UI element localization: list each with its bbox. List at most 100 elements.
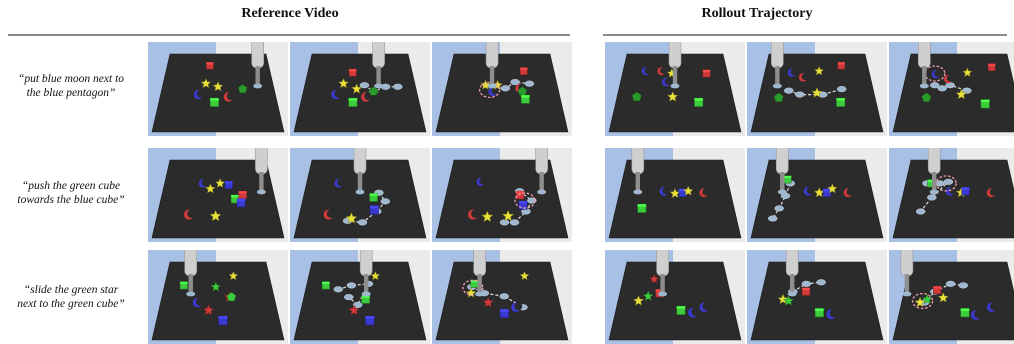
cube-top-face [322,281,330,284]
cube-top-face [988,63,996,66]
star-block [914,296,926,308]
pentagon-block [237,84,248,94]
waypoint-marker [945,82,955,89]
cube-top-face [348,98,358,101]
cube-top-face [520,67,528,70]
star-block [351,83,363,94]
moon-block [943,74,954,84]
star-block [210,281,222,292]
cube-top-face [231,195,240,198]
star-block [649,273,660,284]
cube-top-face [927,179,935,182]
cube-top-face [370,205,379,209]
moon-block [699,188,710,198]
table [608,159,742,239]
waypoint-marker [524,80,535,87]
star-block [212,81,224,92]
cube-top-face [361,295,370,298]
waypoint-marker [509,219,520,226]
cube-top-face [210,98,219,101]
cube-top-face [933,286,941,289]
cube-top-face [980,99,990,103]
waypoint-marker [962,87,972,94]
moon-block [803,186,814,196]
robot-arm [359,250,373,297]
moon-block [193,89,205,100]
star-block [921,293,933,305]
target-highlight [911,292,934,310]
moon-block [787,68,798,77]
reference-frame-1-3 [432,42,572,136]
waypoint-marker [774,205,784,212]
reference-frame-3-3 [432,250,572,344]
moon-block [843,188,854,198]
table [151,159,285,239]
scene-canvas [889,250,1014,344]
scene-canvas [605,250,745,344]
star-block [502,209,515,222]
cube-top-face [521,95,530,98]
trajectory-path [788,88,842,96]
table [892,159,1014,239]
star-block [666,90,679,102]
waypoint-marker [359,82,370,89]
waypoint-marker [352,301,363,308]
moon-block [467,209,480,220]
caption-line: towards the blue cube” [17,194,125,206]
cube-top-face [815,308,824,312]
waypoint-marker [945,280,956,287]
cube-top-face [518,201,528,204]
scene-canvas [432,250,572,344]
pentagon-block [631,91,642,102]
star-block [482,296,494,308]
moon-block [323,209,335,220]
cube-top-face [180,281,188,284]
moon-block [699,302,711,312]
moon-block [659,186,670,196]
rollout-frame-3-2 [747,250,887,344]
robot-arm [668,42,682,89]
reference-frame-3-1 [148,250,288,344]
scene-canvas [148,42,288,136]
waypoint-marker [346,282,357,289]
reference-frame-1-2 [290,42,430,136]
moon-block [361,92,372,102]
table [892,53,1014,133]
waypoint-marker [937,85,947,92]
trajectory-path [924,283,964,304]
star-block [782,295,795,306]
scene-canvas [148,148,288,242]
moon-block [986,188,998,198]
rollout-frame-2-1 [605,148,745,242]
moon-block [511,302,523,312]
reference-frame-2-1 [148,148,288,242]
rollout-frame-2-3 [889,148,1014,242]
pentagon-block [226,292,237,302]
star-block [811,87,823,98]
waypoint-marker [499,293,509,300]
robot-arm [771,42,784,89]
robot-arm [251,42,264,89]
cube-top-face [837,62,845,65]
waypoint-marker [784,87,794,94]
robot-arm [255,148,268,195]
scene-canvas [432,42,572,136]
moon-block [826,309,838,320]
waypoint-marker [958,282,969,289]
moon-block [688,307,700,318]
star-block [209,209,222,222]
moon-block [661,77,672,87]
scene-canvas [290,42,430,136]
rollout-frame-1-1 [605,42,745,136]
cube-block [515,190,525,200]
waypoint-marker [380,198,391,205]
robot-arm [927,148,941,195]
cube-top-face [823,188,831,192]
cube-top-face [702,69,711,73]
moon-block [970,310,983,320]
robot-arm [656,250,669,297]
reference-frame-3-2 [290,250,430,344]
star-block [214,177,226,188]
caption-line: “slide the green star [23,284,119,296]
waypoint-marker [333,286,344,293]
